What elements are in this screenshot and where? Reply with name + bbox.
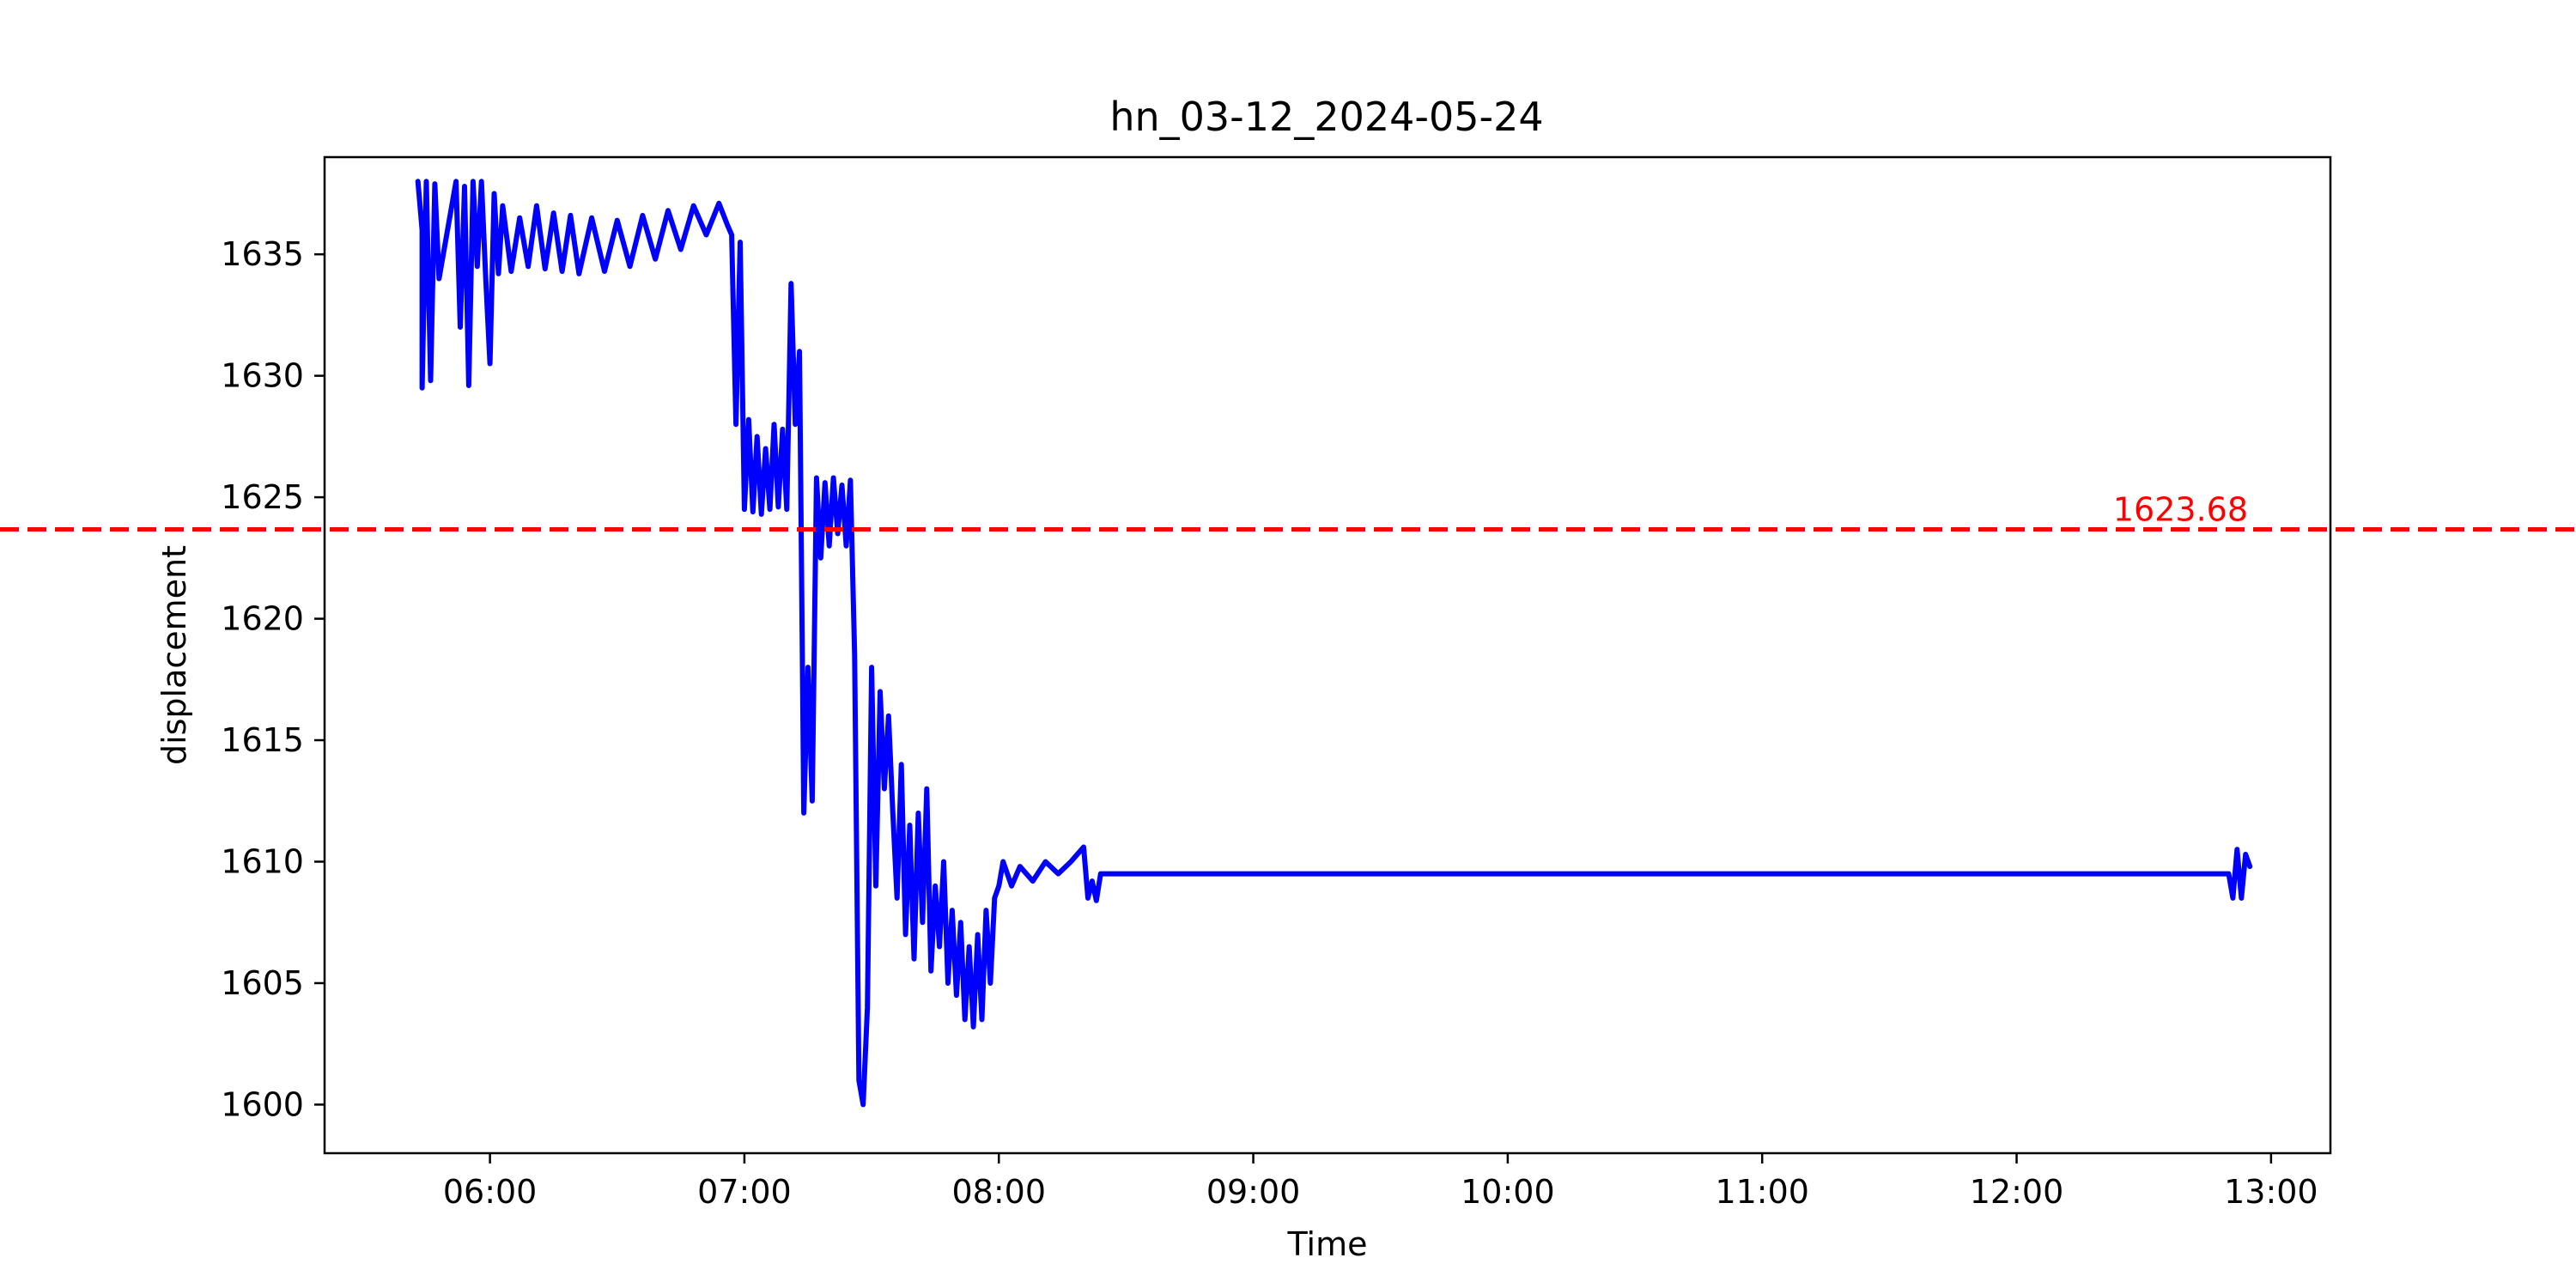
y-axis-title: displacement bbox=[155, 545, 193, 765]
x-tick-label: 06:00 bbox=[443, 1173, 538, 1211]
x-tick-label: 11:00 bbox=[1715, 1173, 1809, 1211]
series-line-0 bbox=[415, 179, 2253, 1108]
y-tick-label: 1630 bbox=[221, 357, 304, 395]
x-tick-label: 09:00 bbox=[1206, 1173, 1301, 1211]
y-axis: 1600 1605 1610 1615 1620 1625 1630 1635 bbox=[221, 235, 325, 1123]
x-axis-title: Time bbox=[1287, 1225, 1368, 1263]
x-tick-label: 07:00 bbox=[697, 1173, 792, 1211]
reference-layer: 1623.68 bbox=[0, 490, 2576, 532]
y-tick-label: 1620 bbox=[221, 600, 304, 638]
series-layer bbox=[415, 179, 2253, 1108]
x-tick-label: 13:00 bbox=[2224, 1173, 2318, 1211]
reference-line-label: 1623.68 bbox=[2113, 490, 2248, 528]
x-axis: 06:00 07:00 08:00 09:00 10:00 11:00 12:00 13:00 bbox=[443, 1153, 2318, 1211]
y-tick-label: 1600 bbox=[221, 1085, 304, 1123]
chart-title: hn_03-12_2024-05-24 bbox=[1109, 94, 1543, 140]
x-tick-label: 10:00 bbox=[1461, 1173, 1555, 1211]
y-tick-label: 1610 bbox=[221, 842, 304, 880]
y-tick-label: 1605 bbox=[221, 964, 304, 1002]
y-tick-label: 1615 bbox=[221, 721, 304, 759]
y-tick-label: 1625 bbox=[221, 478, 304, 516]
x-tick-label: 12:00 bbox=[1970, 1173, 2064, 1211]
plot-frame bbox=[323, 155, 2332, 1155]
x-tick-label: 08:00 bbox=[951, 1173, 1046, 1211]
y-tick-label: 1635 bbox=[221, 235, 304, 273]
